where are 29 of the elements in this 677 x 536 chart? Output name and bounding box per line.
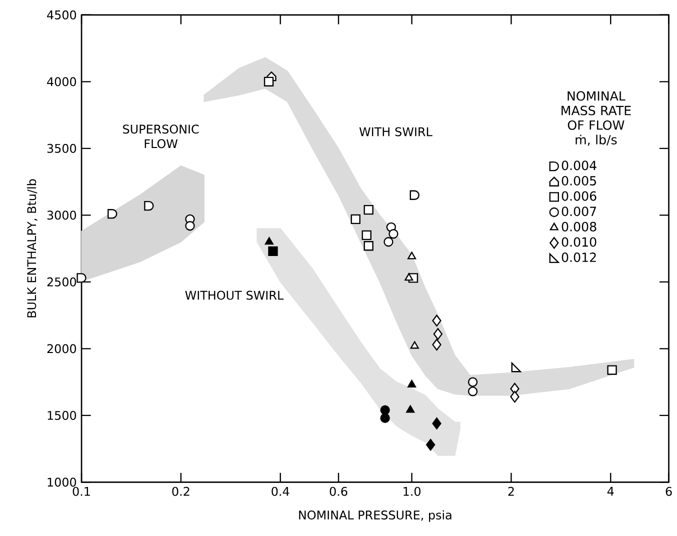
x-tick-label: 2 (508, 486, 514, 496)
x-tick-label: 4 (607, 486, 614, 496)
y-tick-label: 2500 (47, 277, 76, 286)
x-tick-label: 0.2 (172, 486, 190, 496)
legend-title: NOMINAL MASS RATE OF FLOW ṁ, lb/s (562, 91, 631, 146)
annotation: WITHOUT SWIRL (185, 290, 284, 300)
legend-label: 0.007 (562, 206, 596, 216)
y-tick-label: 4500 (47, 10, 76, 20)
y-tick-label: 3000 (47, 210, 76, 220)
x-tick-label: 0.4 (272, 486, 290, 496)
y-tick-label: 2000 (47, 344, 76, 354)
legend-label: 0.010 (562, 237, 596, 247)
annotation: SUPERSONIC FLOW (123, 124, 199, 148)
y-tick-label: 4000 (47, 77, 76, 86)
legend-label: 0.005 (562, 176, 596, 186)
x-tick-label: 1.0 (404, 486, 420, 496)
legend-label: 0.006 (562, 191, 596, 201)
y-tick-label: 1000 (48, 478, 76, 487)
annotation: WITH SWIRL (359, 127, 432, 136)
y-tick-label: 3500 (47, 144, 76, 153)
x-tick-label: 0.6 (330, 486, 348, 496)
legend-label: 0.004 (562, 160, 596, 170)
x-tick-label: 0.1 (72, 486, 90, 496)
x-tick-label: 6 (666, 486, 672, 496)
y-tick-label: 1500 (48, 410, 76, 420)
y-axis-title: BULK ENTHALPY, Btu/lb (26, 179, 38, 318)
x-axis-title: NOMINAL PRESSURE, psia (299, 510, 452, 522)
legend-label: 0.012 (562, 252, 596, 262)
legend-label: 0.008 (562, 222, 596, 232)
